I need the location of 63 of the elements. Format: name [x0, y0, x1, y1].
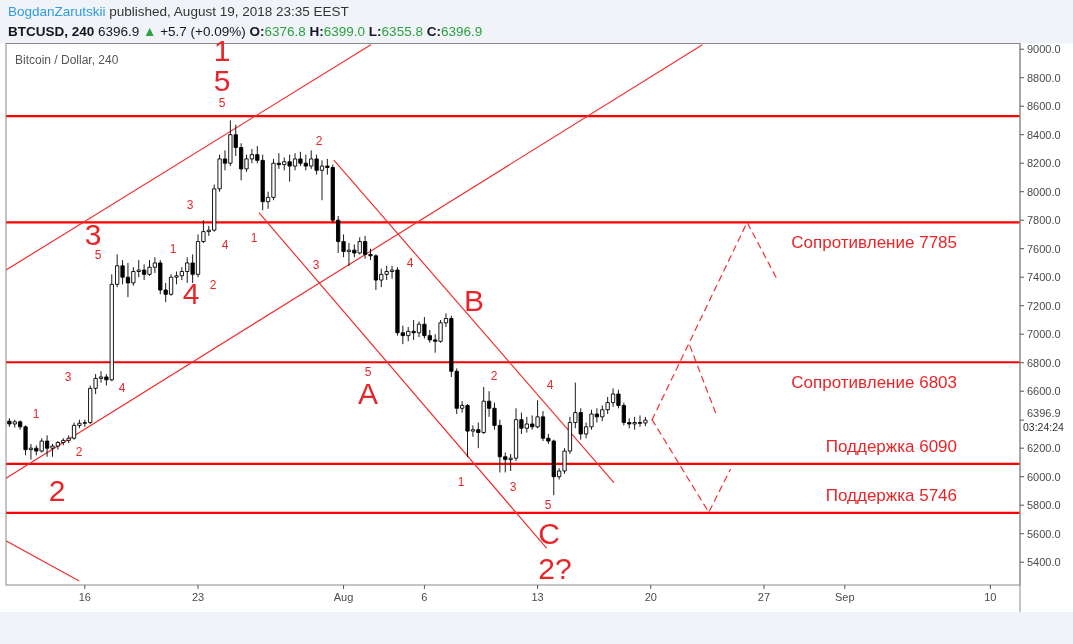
x-tick-label: 10: [984, 591, 997, 603]
annotation: 2: [209, 278, 217, 292]
annotation: 5: [213, 63, 231, 97]
annotation: 3: [84, 217, 102, 251]
y-tick-label: 8200.0: [1027, 157, 1061, 170]
text: BTCUSD, 240 6396.9 ▲ +5.7 (+0.09%) O:6376.8 H:6399.0 L:6355.8 C:6396.9: [8, 24, 483, 39]
y-tick-label: 7600.0: [1027, 242, 1061, 255]
ref-line-label: Сопротивление 7785: [791, 233, 957, 253]
annotation: 4: [546, 378, 554, 392]
x-tick-label: 16: [78, 591, 91, 603]
x-tick-label: 13: [531, 591, 544, 603]
y-tick-label: 8600.0: [1027, 100, 1061, 113]
annotation: 2: [490, 369, 498, 383]
annotation: 3: [186, 198, 194, 212]
annotation: 5: [218, 96, 226, 110]
y-tick-label: 6000.0: [1027, 470, 1061, 483]
x-tick-label: 23: [191, 591, 205, 603]
y-tick-label: 6800.0: [1027, 356, 1061, 369]
y-tick-label: 7400.0: [1027, 271, 1061, 284]
y-tick-label: 7200.0: [1027, 299, 1061, 312]
annotation: 2: [75, 445, 83, 459]
annotation: 2: [48, 473, 66, 507]
annotation: 1: [32, 407, 40, 421]
annotation: 2?: [538, 551, 572, 585]
ref-line-label: Поддержка 5746: [825, 485, 957, 505]
y-tick-label: 6200.0: [1027, 442, 1061, 455]
annotation: C: [538, 516, 560, 550]
annotation: 5: [94, 248, 102, 262]
text: Bitcoin / Dollar, 240: [15, 52, 119, 67]
x-tick-label: 20: [644, 591, 657, 603]
ref-line-label: Поддержка 6090: [825, 436, 957, 456]
annotation: 3: [509, 480, 517, 494]
y-tick-label: 8000.0: [1027, 185, 1061, 198]
annotation: A: [357, 376, 379, 410]
annotation: 3: [312, 258, 320, 272]
annotation: 4: [118, 381, 126, 395]
text: BogdanZarutskii published, August 19, 2018 23:35 EEST: [8, 4, 349, 19]
annotation: 4: [221, 238, 229, 252]
annotation: 5: [364, 365, 372, 379]
annotation: 3: [64, 370, 72, 384]
y-tick-label: 5400.0: [1027, 556, 1061, 569]
y-tick-label: 8800.0: [1027, 71, 1061, 84]
x-tick-label: 27: [757, 591, 771, 603]
annotation: 4: [406, 256, 414, 270]
annotation: 2: [315, 134, 323, 148]
y-tick-label: 9000.0: [1027, 43, 1061, 56]
y-tick-label: 7000.0: [1027, 328, 1061, 341]
annotation: B: [463, 283, 485, 317]
x-tick-label: Sep: [835, 591, 855, 603]
annotation: 1: [457, 475, 465, 489]
x-tick-label: 6: [421, 591, 428, 603]
y-tick-label: 5600.0: [1027, 527, 1061, 540]
ref-line-label: Сопротивление 6803: [791, 373, 957, 393]
x-tick-label: Aug: [333, 591, 354, 603]
annotation: 4: [182, 276, 200, 310]
annotation: 5: [544, 498, 552, 512]
annotation: 1: [169, 242, 177, 256]
y-tick-label: 5800.0: [1027, 499, 1061, 512]
y-tick-label: 8400.0: [1027, 128, 1061, 141]
y-tick-label: 6600.0: [1027, 385, 1061, 398]
y-tick-label: 6396.9 03:24:24: [1023, 407, 1065, 434]
y-tick-label: 7800.0: [1027, 214, 1061, 227]
annotation: 1: [250, 231, 258, 245]
